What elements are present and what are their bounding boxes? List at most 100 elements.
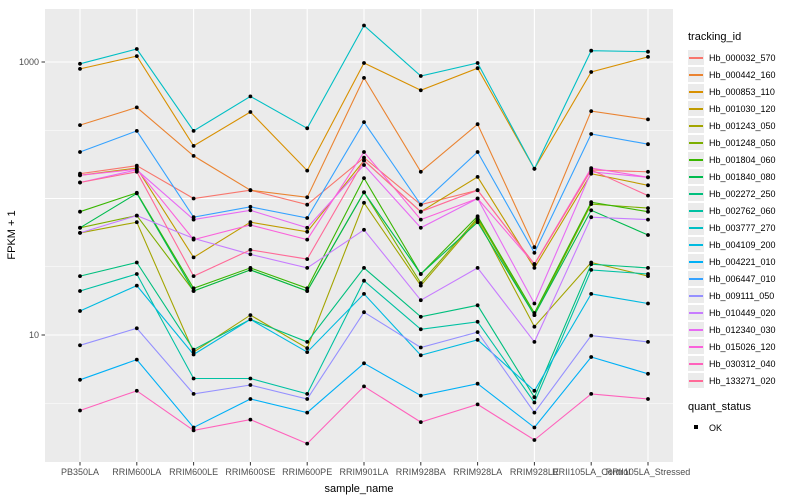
data-point [191, 289, 196, 293]
quant-legend-item: OK [688, 419, 800, 436]
data-point [305, 266, 310, 270]
data-point [305, 392, 310, 396]
quant-key-swatch [688, 420, 704, 435]
data-point [134, 54, 139, 58]
x-tick-label: RRII105LA_Control [552, 467, 631, 477]
data-point [191, 274, 196, 278]
data-point [646, 272, 650, 276]
data-point [362, 292, 366, 296]
data-point [305, 350, 310, 354]
data-point [362, 120, 366, 124]
data-point [532, 250, 537, 255]
legend: tracking_id Hb_000032_570 Hb_000442_160 Hb… [688, 31, 800, 436]
data-point [191, 392, 196, 396]
legend-key-line [689, 176, 703, 178]
data-point [532, 301, 537, 306]
legend-item-label: Hb_010449_020 [709, 307, 776, 318]
data-point [305, 216, 310, 220]
data-point [248, 220, 253, 225]
data-point [646, 397, 650, 401]
legend-key-swatch [688, 67, 704, 82]
legend-key-line [689, 329, 703, 331]
data-point [191, 376, 196, 381]
x-tick-label: RRIM928LA [453, 467, 503, 477]
data-point [78, 173, 82, 178]
data-point [248, 188, 253, 193]
legend-item-Hb_006447_010: Hb_006447_010 [688, 270, 800, 287]
data-point [646, 117, 650, 122]
data-point [362, 76, 366, 80]
data-point [646, 209, 650, 214]
data-point [191, 129, 196, 133]
legend-item-label: Hb_004109_200 [709, 239, 776, 250]
legend-key-line [689, 227, 703, 229]
data-point [589, 200, 594, 205]
data-point [589, 262, 594, 267]
legend-key-swatch [688, 169, 704, 184]
legend-key-line [689, 244, 703, 246]
legend-key-line [689, 74, 703, 76]
plot-panel [45, 9, 673, 462]
data-point [305, 410, 310, 415]
legend-key-swatch [688, 84, 704, 99]
data-point [646, 266, 650, 270]
legend-item-label: Hb_001243_050 [709, 120, 776, 131]
legend-item-label: Hb_004221_010 [709, 256, 776, 267]
legend-key-swatch [688, 186, 704, 201]
data-point [78, 377, 82, 382]
data-point [475, 196, 480, 201]
legend-key-line [689, 278, 703, 280]
data-point [248, 252, 253, 257]
data-point [362, 158, 366, 163]
data-point [418, 74, 423, 78]
data-point [362, 155, 366, 160]
legend-key-swatch [688, 118, 704, 133]
data-point [418, 298, 423, 303]
data-point [418, 345, 423, 350]
legend-title-quant-status: quant_status [688, 401, 751, 413]
legend-item-label: Hb_001248_050 [709, 137, 776, 148]
data-point [475, 122, 480, 127]
data-point [646, 175, 650, 180]
legend-item-label: Hb_133271_020 [709, 375, 776, 386]
legend-item-label: Hb_012340_030 [709, 324, 776, 335]
legend-key-swatch [688, 101, 704, 116]
data-point [78, 274, 82, 278]
data-point [134, 191, 139, 196]
data-point [248, 268, 253, 272]
data-point [362, 163, 366, 167]
data-point [589, 70, 594, 74]
data-point [78, 67, 82, 71]
data-point [475, 61, 480, 65]
data-point [248, 317, 253, 322]
data-point [589, 132, 594, 136]
legend-key-swatch [688, 339, 704, 354]
legend-key-swatch [688, 305, 704, 320]
data-point [418, 314, 423, 319]
data-point [532, 166, 537, 171]
legend-item-Hb_000032_570: Hb_000032_570 [688, 49, 800, 66]
data-point [134, 47, 139, 51]
data-point [362, 200, 366, 205]
legend-item-label: Hb_001840_080 [709, 171, 776, 182]
legend-item-label: Hb_000442_160 [709, 69, 776, 80]
legend-key-line [689, 91, 703, 93]
legend-key-line [689, 363, 703, 365]
data-point [78, 408, 82, 413]
data-point [305, 195, 310, 200]
data-point [475, 266, 480, 270]
data-point [646, 217, 650, 222]
legend-item-label: Hb_002272_250 [709, 188, 776, 199]
legend-item-Hb_000853_110: Hb_000853_110 [688, 83, 800, 100]
data-point [248, 248, 253, 252]
data-point [532, 313, 537, 317]
legend-items: Hb_000032_570 Hb_000442_160 Hb_000853_110 H… [688, 49, 800, 389]
data-point [646, 49, 650, 54]
legend-item-Hb_002762_060: Hb_002762_060 [688, 202, 800, 219]
legend-key-swatch [688, 271, 704, 286]
legend-key-line [689, 159, 703, 161]
data-point [78, 231, 82, 235]
y-tick-label: 1000 [18, 57, 39, 67]
data-point [418, 225, 423, 230]
data-point [248, 376, 253, 381]
